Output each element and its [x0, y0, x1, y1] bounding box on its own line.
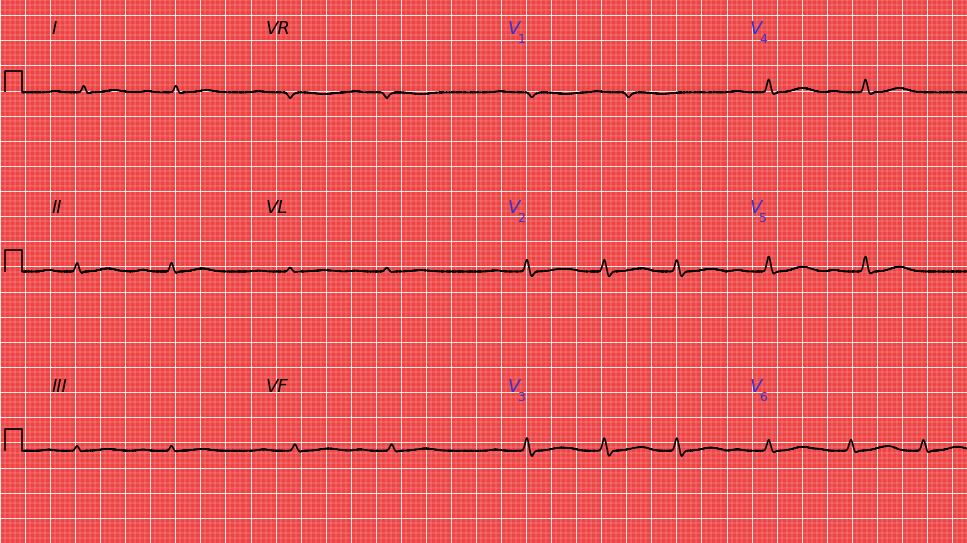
Text: III: III — [51, 378, 67, 396]
Text: VR: VR — [266, 20, 291, 38]
Text: I: I — [51, 20, 56, 38]
Text: 4: 4 — [759, 33, 767, 46]
Text: V: V — [508, 20, 520, 38]
Text: 2: 2 — [517, 212, 525, 225]
Text: V: V — [508, 378, 520, 396]
Text: VL: VL — [266, 199, 288, 217]
Text: V: V — [749, 199, 762, 217]
Text: 1: 1 — [517, 33, 525, 46]
Text: 5: 5 — [759, 212, 767, 225]
Text: V: V — [749, 378, 762, 396]
Text: 3: 3 — [517, 391, 525, 404]
Text: V: V — [508, 199, 520, 217]
Text: V: V — [749, 20, 762, 38]
Text: VF: VF — [266, 378, 289, 396]
Text: II: II — [51, 199, 62, 217]
Text: 6: 6 — [759, 391, 767, 404]
